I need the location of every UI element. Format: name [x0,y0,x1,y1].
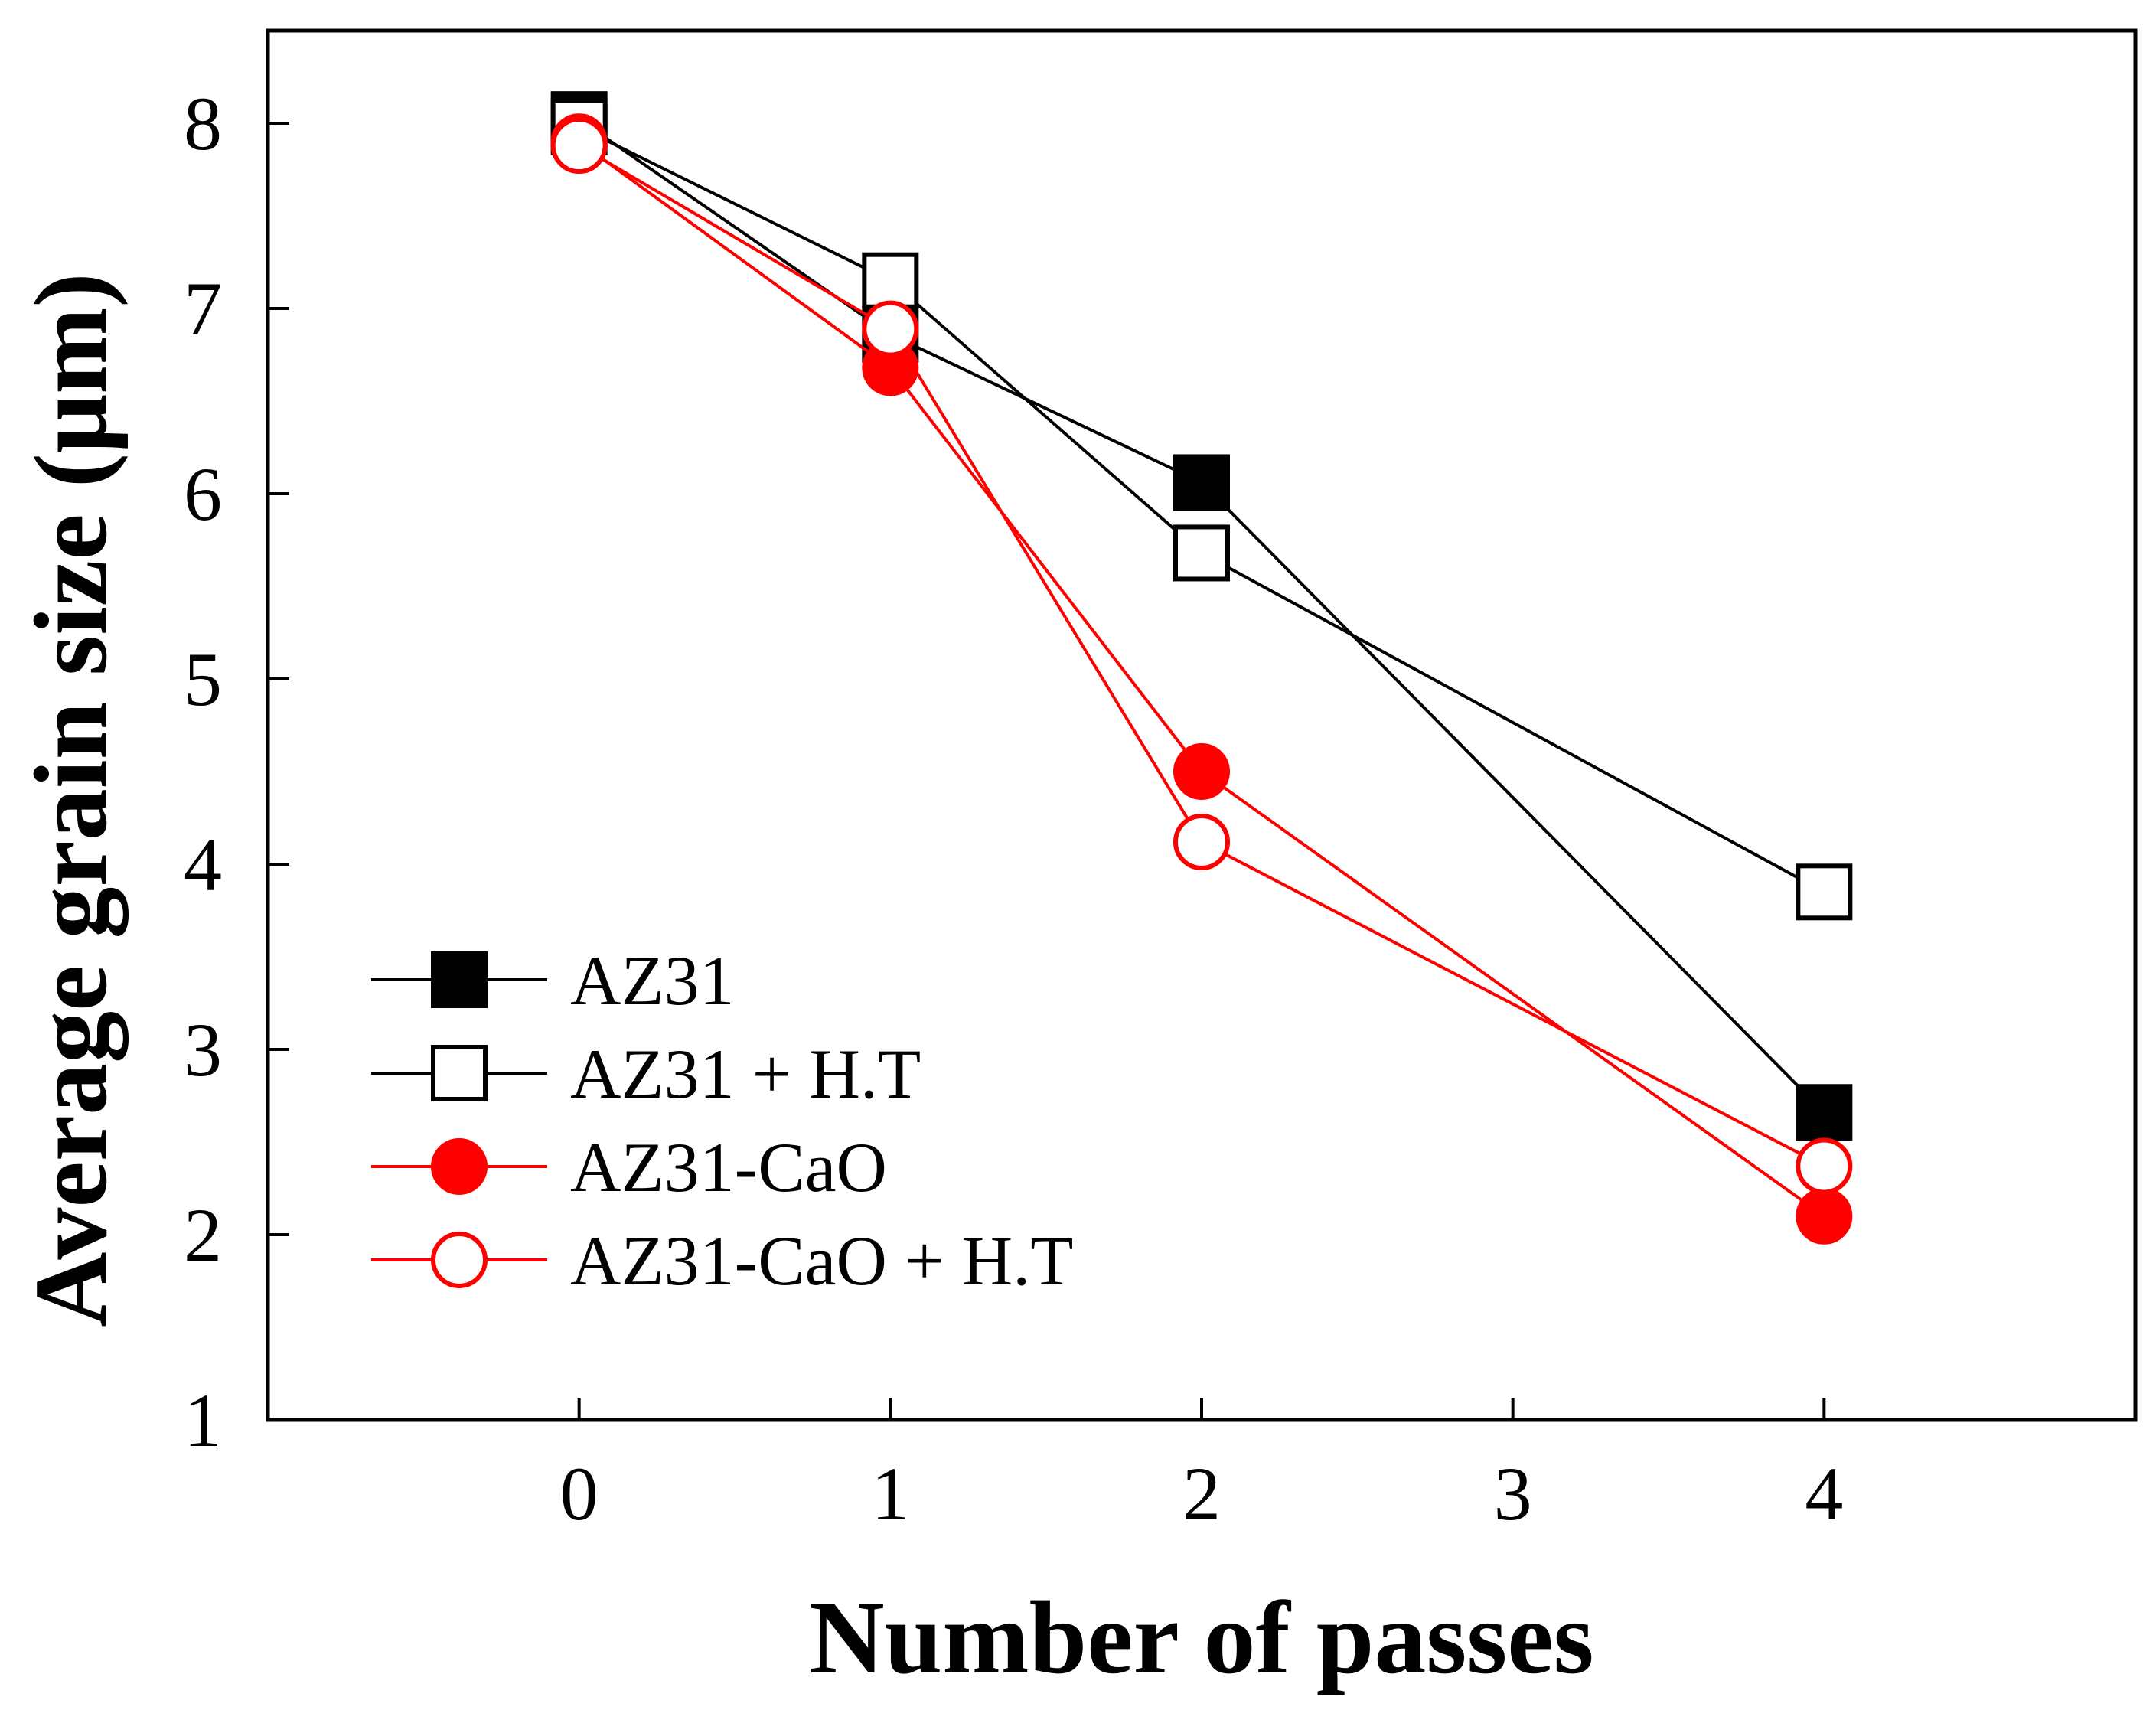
x-tick-label: 3 [1494,1451,1532,1536]
y-tick-label: 8 [184,81,222,166]
series-az31-h-t [550,98,1853,921]
legend-label: AZ31-CaO + H.T [570,1222,1073,1300]
legend-marker [431,1045,488,1101]
data-point-az31-cao-h-t [550,117,608,175]
legend-label: AZ31 [570,941,735,1020]
legend-marker [431,1232,488,1288]
y-tick-label: 6 [184,452,222,537]
series-az31-cao [550,113,1853,1245]
data-point-az31-cao-h-t [1173,813,1230,870]
series-line-az31-cao [578,140,1825,1218]
y-tick-label: 7 [184,266,222,351]
legend-item-az31-cao: AZ31-CaO [371,1128,887,1206]
legend-item-az31: AZ31 [371,941,735,1020]
y-tick-label: 5 [184,637,222,722]
series-line-az31 [578,118,1825,1114]
plot-frame [266,28,2138,1422]
series-line-az31-cao-h-t [578,144,1825,1168]
legend-item-az31-cao-h-t: AZ31-CaO + H.T [371,1222,1073,1300]
series-az31 [550,91,1853,1141]
x-axis: 0 1 2 3 4 [560,1398,1843,1536]
data-point-az31-cao [1173,743,1230,800]
x-tick-label: 4 [1805,1451,1843,1536]
legend: AZ31 AZ31 + H.T AZ31-CaO AZ31-CaO + H.T [371,941,1073,1300]
y-axis: 1 2 3 4 5 6 7 8 [184,81,289,1463]
data-point-az31 [1796,1084,1853,1141]
data-point-az31-h-t [1173,524,1230,582]
data-point-az31-cao-h-t [1796,1137,1853,1195]
legend-label: AZ31 + H.T [570,1035,921,1113]
x-tick-label: 0 [560,1451,599,1536]
series-az31-cao-h-t [550,117,1853,1195]
series-line-az31-h-t [578,126,1825,894]
legend-label: AZ31-CaO [570,1128,887,1206]
data-point-az31-h-t [1796,863,1853,921]
series-layer [550,91,1853,1245]
data-point-az31-h-t [862,252,919,309]
y-tick-label: 4 [184,822,222,907]
y-tick-label: 2 [184,1193,222,1278]
legend-item-az31-h-t: AZ31 + H.T [371,1035,921,1113]
y-tick-label: 1 [184,1378,222,1463]
x-axis-title: Number of passes [809,1581,1593,1695]
data-point-az31-cao-h-t [862,300,919,357]
legend-marker [431,951,488,1008]
x-tick-label: 2 [1182,1451,1221,1536]
data-point-az31-cao [1796,1187,1853,1245]
y-tick-label: 3 [184,1007,222,1092]
legend-marker [431,1138,488,1195]
y-axis-title: Average grain size (μm) [14,272,129,1327]
x-tick-label: 1 [871,1451,909,1536]
data-point-az31 [1173,454,1230,511]
